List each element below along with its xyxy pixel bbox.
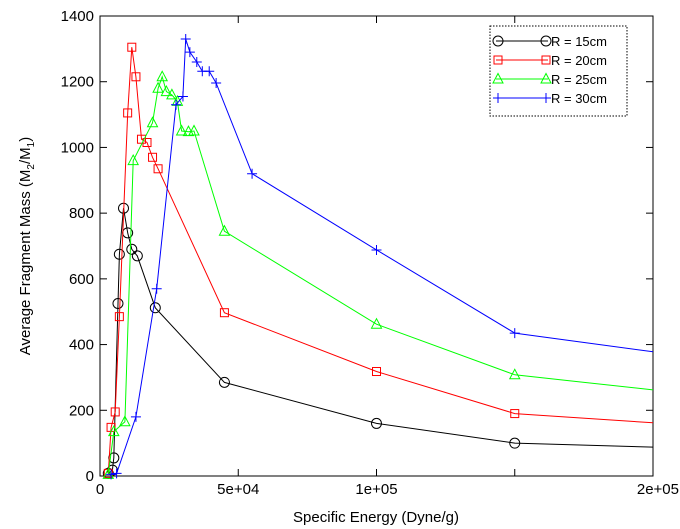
circle-marker: [371, 417, 382, 429]
plus-marker: [180, 34, 191, 44]
circle-marker: [131, 250, 143, 262]
legend-label: R = 25cm: [551, 72, 607, 87]
circle-marker: [540, 35, 552, 47]
x-tick-label: 1e+05: [355, 481, 397, 498]
plus-marker: [204, 66, 215, 77]
circle-marker: [112, 298, 124, 309]
plus-marker: [151, 283, 162, 294]
plus-marker: [371, 244, 382, 255]
legend-entry: R = 20cm: [493, 53, 607, 68]
square-marker: [541, 55, 551, 65]
plus-marker: [191, 57, 202, 67]
triangle-marker: [119, 415, 131, 427]
y-axis-title: Average Fragment Mass (M2/M1): [17, 137, 37, 355]
square-marker: [510, 409, 520, 419]
legend-entry: R = 30cm: [493, 91, 607, 106]
circle-marker: [492, 35, 504, 47]
plus-marker: [184, 47, 195, 58]
plus-marker: [509, 328, 520, 339]
series-4: [106, 34, 654, 480]
plus-marker: [541, 93, 551, 103]
square-marker: [153, 164, 163, 174]
triangle-marker: [146, 116, 159, 128]
y-tick-label: 1200: [61, 74, 94, 91]
y-tick-label: 0: [86, 468, 94, 485]
y-tick-label: 200: [69, 402, 94, 419]
legend-entries: R = 15cm R = 20cm R = 25cm R = 30cm: [492, 34, 607, 106]
series-line: [107, 47, 654, 474]
triangle-marker: [175, 124, 188, 136]
y-tick-label: 400: [69, 337, 94, 354]
circle-marker: [126, 243, 138, 255]
triangle-marker: [127, 153, 140, 166]
triangle-marker: [107, 425, 120, 437]
plus-marker: [130, 411, 141, 422]
circle-marker: [218, 376, 230, 388]
triangle-marker: [370, 317, 383, 329]
circle-marker: [113, 248, 125, 260]
triangle-marker: [540, 72, 552, 84]
square-marker: [142, 138, 152, 147]
square-marker: [372, 367, 381, 377]
triangle-marker: [508, 368, 521, 380]
y-tick-label: 600: [69, 271, 94, 288]
series-layer: [102, 34, 654, 480]
legend-entry: R = 15cm: [492, 34, 607, 49]
square-marker: [148, 152, 158, 162]
series-line: [111, 38, 654, 475]
y-tick-label: 1400: [61, 8, 94, 25]
series-line: [107, 75, 654, 475]
square-marker: [127, 42, 137, 52]
plus-marker: [177, 91, 188, 102]
legend-label: R = 20cm: [551, 53, 607, 68]
triangle-marker: [218, 224, 231, 236]
triangle-marker: [492, 72, 504, 84]
triangle-marker: [160, 84, 173, 97]
square-marker: [136, 134, 146, 144]
y-tick-label: 1000: [61, 139, 94, 156]
y-tick-label: 800: [69, 205, 94, 222]
legend-entry: R = 25cm: [492, 72, 607, 87]
square-marker: [123, 108, 133, 118]
square-marker: [114, 312, 124, 322]
x-tick-label: 5e+04: [217, 481, 259, 498]
axis-ticks: 0 200 400 600 800 1000 1200 1400 0 5e+04 1e+05 2e+0…: [61, 8, 679, 498]
circle-marker: [149, 302, 161, 314]
legend-label: R = 30cm: [551, 91, 607, 106]
circle-marker: [509, 437, 521, 449]
triangle-marker: [188, 124, 200, 136]
x-tick-label: 2e+05: [637, 481, 679, 498]
x-tick-label: 0: [96, 481, 104, 498]
square-marker: [219, 308, 229, 318]
legend-label: R = 15cm: [551, 34, 607, 49]
plus-marker: [171, 99, 182, 110]
series-2: [103, 42, 654, 478]
plus-marker: [106, 469, 117, 480]
plus-marker: [247, 168, 258, 179]
series-line: [107, 208, 654, 474]
x-axis-title: Specific Energy (Dyne/g): [293, 509, 459, 526]
legend: R = 15cm R = 20cm R = 25cm R = 30cm: [489, 25, 628, 117]
triangle-marker: [166, 88, 178, 100]
triangle-marker: [156, 70, 169, 82]
plus-marker: [211, 78, 222, 89]
square-marker: [493, 55, 503, 65]
square-marker: [110, 407, 120, 417]
triangle-marker: [152, 81, 164, 93]
plus-marker: [111, 468, 122, 479]
square-marker: [131, 72, 141, 82]
plus-marker: [493, 93, 503, 103]
